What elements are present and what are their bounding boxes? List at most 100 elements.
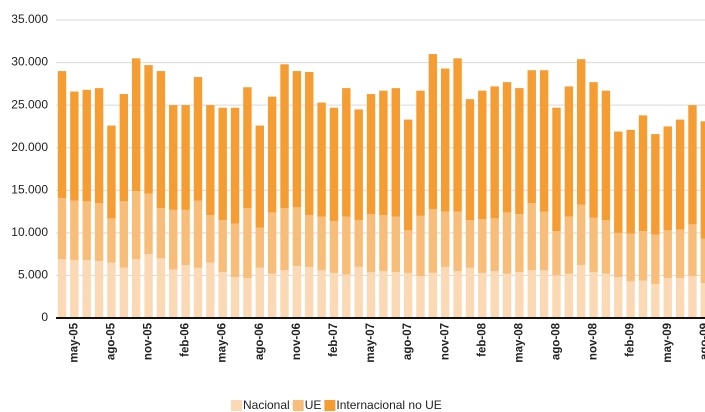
y-tick-label: 10.000 [11, 225, 48, 239]
bar-segment [601, 90, 611, 221]
bar-segment [626, 129, 635, 234]
x-tick-label: may-05 [68, 322, 80, 362]
bar-segment [453, 58, 462, 212]
bar-segment [651, 134, 660, 235]
bar-segment [589, 272, 598, 318]
bar-segment [391, 216, 400, 273]
bar-segment [280, 64, 289, 209]
x-tick-label: may-09 [662, 323, 674, 363]
bar-segment [626, 233, 635, 282]
bar-segment [663, 230, 672, 278]
bar-segment [638, 115, 648, 232]
bar-segment [416, 215, 425, 277]
bar-segment [552, 107, 561, 232]
x-tick-label: feb-08 [476, 322, 488, 356]
bar-segment [539, 70, 549, 212]
bar-segment [416, 276, 425, 318]
x-tick-label: ago-06 [254, 323, 266, 360]
bar-segment [329, 272, 339, 318]
y-tick-label: 15.000 [11, 182, 48, 196]
bar-segment [57, 71, 67, 198]
bar-segment [292, 207, 302, 267]
bar-segment [403, 272, 413, 318]
bar-segment [181, 105, 190, 210]
bar-segment [218, 272, 227, 318]
bar-segment [131, 58, 141, 192]
bar-segment [651, 234, 660, 284]
bar-segment [688, 276, 697, 318]
y-tick-label: 0 [41, 310, 48, 324]
bar-segment [131, 191, 141, 260]
bar-segment [379, 90, 388, 215]
bar-segment [403, 230, 413, 273]
bar-segment [107, 218, 116, 263]
bar-segment [230, 277, 240, 318]
bar-segment [243, 208, 252, 278]
bar-segment [614, 232, 623, 278]
bar-segment [70, 260, 79, 318]
bar-segment [700, 238, 705, 284]
bar-segment [675, 277, 685, 318]
bar-segment [119, 201, 129, 268]
bar-segment [502, 212, 512, 274]
bar-segment [193, 200, 203, 268]
bar-segment [305, 266, 314, 318]
bar-segment [267, 96, 277, 213]
bar-segment [181, 209, 190, 266]
y-tick-label: 35.000 [11, 12, 48, 26]
x-tick-label: may-08 [513, 322, 525, 362]
bar-segment [131, 259, 141, 318]
bar-segment [206, 214, 215, 263]
bar-segment [94, 203, 104, 261]
bar-segment [342, 216, 351, 275]
y-tick-label: 5.000 [18, 268, 48, 282]
bar-segment [206, 105, 215, 215]
bar-segment [243, 277, 252, 318]
bar-segment [218, 107, 227, 221]
bar-segment [379, 214, 388, 272]
bar-segment [169, 269, 178, 318]
bar-segment [502, 273, 512, 318]
bar-segment [478, 90, 487, 220]
bar-segment [527, 70, 536, 204]
bar-segment [552, 231, 561, 276]
x-tick-label: ago-09 [699, 323, 705, 360]
bar-segment [564, 273, 574, 318]
legend-swatch [292, 400, 304, 411]
bar-segment [82, 260, 91, 318]
x-tick-label: feb-09 [625, 323, 637, 357]
bar-segment [354, 266, 363, 318]
bar-segment [181, 265, 190, 318]
bar-segment [156, 258, 166, 318]
bar-segment [107, 262, 116, 318]
bar-segment [428, 209, 438, 273]
bar-segment [317, 216, 326, 271]
bar-segment [564, 86, 574, 217]
bar-segment [94, 88, 104, 204]
bar-segment [193, 77, 203, 201]
bar-segment [329, 220, 339, 273]
bar-segment [342, 88, 351, 217]
bar-segment [626, 281, 635, 318]
x-tick-label: nov-07 [439, 323, 451, 360]
bar-segment [577, 265, 586, 318]
bar-segment [70, 91, 79, 201]
bar-segment [305, 71, 314, 215]
bar-segment [502, 82, 512, 213]
bar-segment [515, 214, 524, 273]
bar-segment [70, 200, 79, 261]
bar-segment [119, 94, 129, 202]
bar-segment [428, 272, 438, 318]
bar-segment [292, 266, 302, 318]
legend-swatch [231, 400, 242, 411]
bar-segment [428, 54, 438, 210]
bar-segment [564, 216, 574, 274]
bar-segment [552, 275, 561, 318]
bar-segment [156, 71, 166, 209]
bar-segment [255, 227, 264, 268]
legend-swatch [324, 400, 336, 411]
legend-label: Internacional no UE [336, 398, 441, 412]
bar-segment [601, 220, 611, 274]
bar-segment [614, 277, 623, 318]
y-tick-label: 25.000 [11, 97, 48, 111]
